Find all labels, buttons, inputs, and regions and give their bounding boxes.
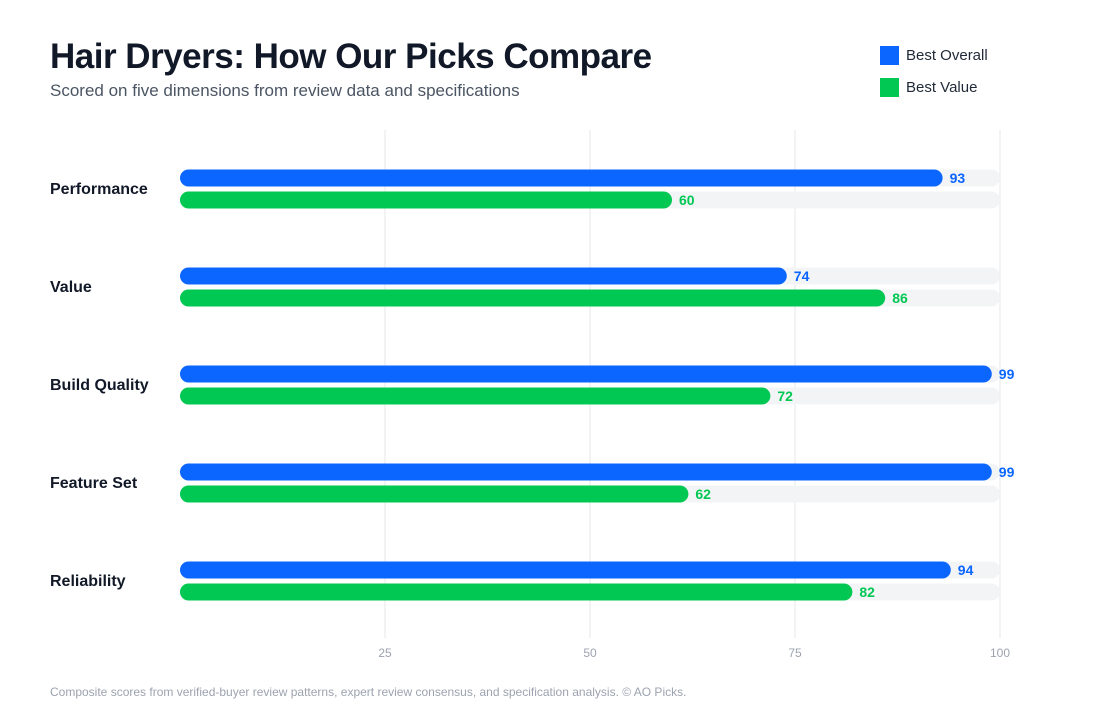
bar xyxy=(180,289,886,307)
bar xyxy=(180,387,771,405)
category-label: Build Quality xyxy=(50,377,149,394)
legend-item-best-overall: Best Overall xyxy=(880,45,988,65)
legend-label-best-overall: Best Overall xyxy=(906,46,988,64)
bar xyxy=(180,267,787,285)
chart-title: Hair Dryers: How Our Picks Compare xyxy=(50,37,652,76)
x-tick-label: 50 xyxy=(583,646,597,660)
legend-swatch-best-value xyxy=(880,77,899,97)
x-tick-label: 75 xyxy=(788,646,802,660)
chart-legend: Best Overall Best Value xyxy=(880,45,988,109)
bar xyxy=(180,365,992,383)
data-label: 82 xyxy=(859,584,875,600)
category-label: Feature Set xyxy=(50,475,138,492)
legend-label-best-value: Best Value xyxy=(906,78,978,96)
data-label: 94 xyxy=(958,562,974,578)
category-label: Performance xyxy=(50,181,148,198)
data-label: 99 xyxy=(999,464,1015,480)
x-tick-label: 25 xyxy=(378,646,392,660)
chart-subtitle: Scored on five dimensions from review da… xyxy=(50,81,520,100)
legend-item-best-value: Best Value xyxy=(880,77,988,97)
bar xyxy=(180,485,689,503)
data-label: 74 xyxy=(794,268,810,284)
data-label: 62 xyxy=(695,486,711,502)
data-label: 86 xyxy=(892,290,908,306)
bar xyxy=(180,561,951,579)
bar xyxy=(180,583,853,601)
bar xyxy=(180,463,992,481)
data-label: 99 xyxy=(999,366,1015,382)
x-tick-label: 100 xyxy=(990,646,1010,660)
legend-swatch-best-overall xyxy=(880,45,899,65)
chart-footnote: Composite scores from verified-buyer rev… xyxy=(50,685,687,699)
data-label: 60 xyxy=(679,192,695,208)
data-label: 93 xyxy=(950,170,966,186)
data-label: 72 xyxy=(777,388,793,404)
bar xyxy=(180,191,672,209)
category-label: Value xyxy=(50,279,92,296)
bar xyxy=(180,169,943,187)
category-label: Reliability xyxy=(50,573,126,590)
